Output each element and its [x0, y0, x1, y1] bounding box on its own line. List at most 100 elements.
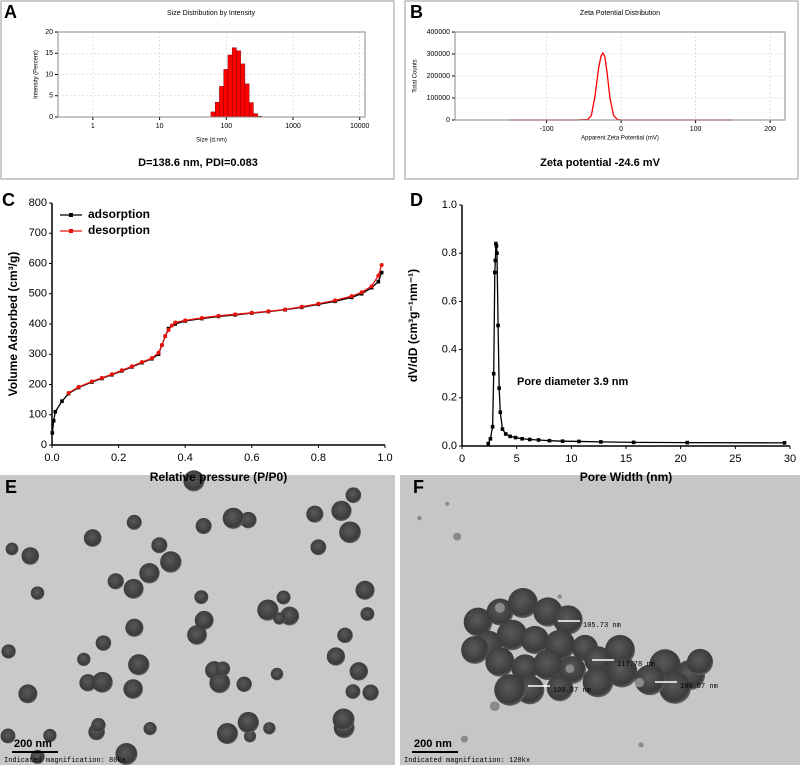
nanoparticle — [445, 501, 450, 506]
x-tick-label: 5 — [514, 453, 520, 465]
bar — [223, 69, 229, 118]
marker — [379, 263, 384, 268]
y-tick-label: 100 — [29, 409, 47, 421]
nanoparticle — [582, 666, 614, 698]
marker — [60, 399, 64, 403]
nanoparticle — [79, 674, 97, 692]
y-tick-label: 0.6 — [442, 295, 457, 307]
marker — [631, 440, 636, 445]
nanoparticle — [339, 521, 361, 544]
chart-title: Zeta Potential Distribution — [580, 10, 660, 17]
nanoparticle — [77, 652, 91, 667]
nanoparticle — [557, 594, 562, 599]
measurement-label: 100.37 nm — [553, 687, 591, 695]
nanoparticle — [606, 656, 638, 688]
marker — [163, 334, 168, 339]
legend-marker — [69, 213, 73, 217]
image-caption: Indicated magnification: 120kx — [404, 757, 530, 765]
y-tick-label: 1.0 — [442, 199, 457, 211]
marker — [249, 310, 254, 315]
y-tick-label: 100000 — [427, 95, 450, 102]
y-axis-label: Intensity (Percent) — [34, 50, 40, 99]
marker — [547, 438, 552, 443]
x-tick-label: 0.4 — [178, 452, 193, 464]
y-tick-label: 0.2 — [442, 392, 457, 404]
nanoparticle — [209, 672, 231, 694]
panel-label: F — [413, 477, 424, 497]
y-tick-label: 700 — [29, 227, 47, 239]
marker — [333, 298, 338, 303]
marker — [159, 343, 164, 348]
nanoparticle — [460, 735, 468, 743]
nanoparticle — [326, 647, 346, 666]
bar — [236, 50, 241, 118]
y-tick-label: 0.8 — [442, 247, 457, 259]
legend-label: desorption — [88, 223, 150, 237]
marker — [494, 244, 499, 248]
marker — [500, 427, 505, 431]
nanoparticle — [43, 728, 57, 743]
marker — [299, 304, 304, 309]
marker — [349, 294, 354, 299]
nanoparticle — [187, 625, 207, 645]
panel-label: A — [4, 2, 17, 22]
marker — [76, 384, 81, 389]
measurement-label: 100.57 nm — [680, 683, 718, 691]
nanoparticle — [139, 563, 160, 584]
y-tick-label: 0.4 — [442, 344, 457, 356]
nanoparticle — [30, 749, 45, 765]
marker — [498, 410, 503, 415]
marker — [66, 390, 71, 395]
nanoparticle — [151, 537, 168, 554]
panel-label: B — [410, 2, 423, 22]
x-axis-label: Apparent Zeta Potential (mV) — [581, 136, 659, 142]
x-tick-label: 0.8 — [311, 452, 326, 464]
nanoparticle — [362, 684, 379, 701]
bar — [231, 47, 237, 118]
nanoparticle — [222, 507, 244, 529]
nanoparticle — [107, 573, 124, 590]
marker — [376, 273, 381, 278]
y-tick-label: 0 — [446, 117, 450, 124]
y-tick-label: 5 — [49, 93, 53, 100]
nanoparticle — [489, 701, 500, 712]
marker — [493, 270, 497, 275]
marker — [89, 379, 94, 384]
nanoparticle — [1, 644, 16, 659]
chart-caption: Zeta potential -24.6 mV — [540, 157, 660, 169]
x-axis-label: Pore Width (nm) — [580, 470, 673, 484]
nanoparticle — [638, 742, 644, 748]
nanoparticle — [123, 578, 144, 599]
y-tick-label: 0 — [49, 114, 53, 121]
nanoparticle — [511, 654, 539, 682]
marker — [527, 437, 532, 442]
marker — [508, 434, 512, 439]
x-tick-label: 0.2 — [111, 452, 126, 464]
bar — [248, 102, 254, 118]
nanoparticle — [331, 500, 352, 521]
y-tick-label: 600 — [29, 257, 47, 269]
marker — [503, 432, 508, 436]
bar — [253, 113, 258, 118]
marker — [316, 301, 321, 306]
nanoparticle — [494, 674, 526, 706]
marker — [599, 440, 603, 444]
nanoparticle — [128, 654, 150, 676]
marker — [490, 424, 495, 429]
chart-caption: D=138.6 nm, PDI=0.083 — [138, 157, 258, 169]
marker — [369, 284, 374, 289]
nanoparticle — [634, 678, 645, 688]
x-tick-label: 0 — [619, 126, 623, 133]
y-tick-label: 800 — [29, 197, 47, 209]
nanoparticle — [306, 505, 324, 523]
panel-frame — [404, 0, 799, 180]
bar — [214, 101, 220, 118]
nanoparticle — [240, 511, 257, 529]
x-tick-label: 1 — [91, 123, 95, 130]
x-tick-label: 20 — [675, 453, 687, 465]
bar — [219, 86, 224, 118]
nanoparticle — [143, 722, 157, 736]
nanoparticle — [195, 517, 212, 535]
nanoparticle — [215, 661, 231, 677]
marker — [169, 323, 174, 328]
